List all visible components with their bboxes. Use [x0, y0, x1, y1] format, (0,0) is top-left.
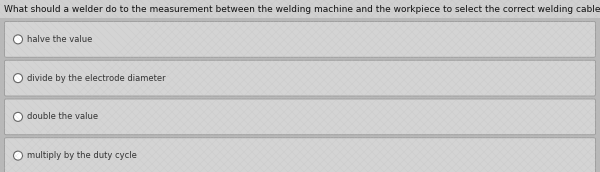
FancyBboxPatch shape	[5, 22, 595, 57]
FancyBboxPatch shape	[5, 138, 595, 172]
Text: divide by the electrode diameter: divide by the electrode diameter	[27, 74, 166, 83]
Text: halve the value: halve the value	[27, 35, 92, 44]
Circle shape	[14, 74, 23, 83]
Text: double the value: double the value	[27, 112, 98, 121]
FancyBboxPatch shape	[5, 99, 595, 135]
FancyBboxPatch shape	[0, 0, 600, 18]
FancyBboxPatch shape	[5, 60, 595, 96]
Text: What should a welder do to the measurement between the welding machine and the w: What should a welder do to the measureme…	[4, 4, 600, 13]
Circle shape	[14, 151, 23, 160]
Text: multiply by the duty cycle: multiply by the duty cycle	[27, 151, 137, 160]
Circle shape	[14, 112, 23, 121]
Circle shape	[14, 35, 23, 44]
